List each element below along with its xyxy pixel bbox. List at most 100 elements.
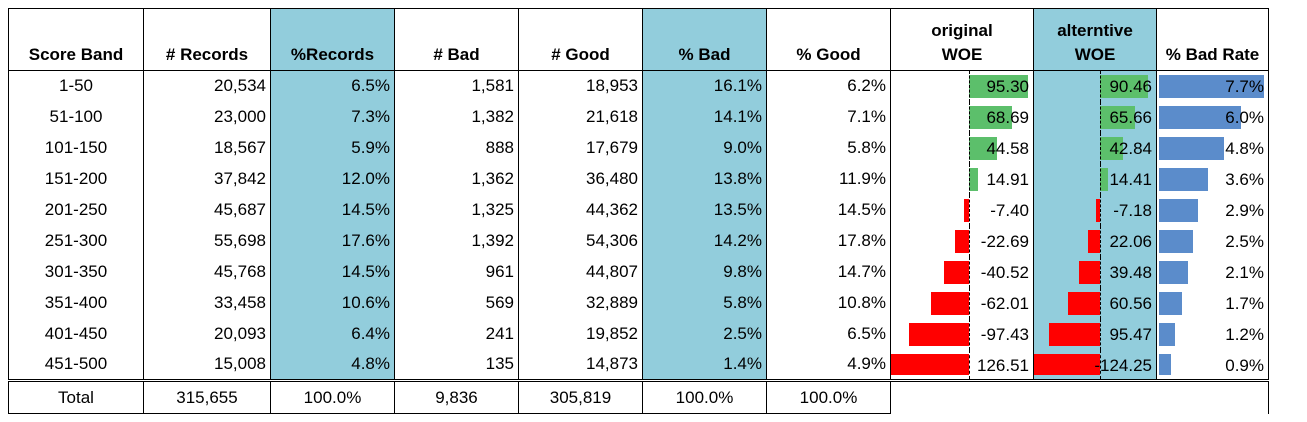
cell-bad-rate: 4.8% — [1156, 132, 1269, 164]
cell-bad: 1,382 — [394, 101, 519, 133]
cell-records: 20,093 — [143, 318, 271, 350]
cell-good: 44,807 — [518, 256, 643, 288]
cell-woe-alternative: -7.18 — [1033, 194, 1157, 226]
bad-rate-bar — [1159, 75, 1264, 98]
header-original-label: original — [931, 21, 993, 40]
cell-bad: 961 — [394, 256, 519, 288]
woe-alternative-bar — [1034, 353, 1100, 375]
cell-score-band: 251-300 — [8, 225, 144, 257]
cell-woe-alternative: 14.41 — [1033, 163, 1157, 195]
bad-rate-value: 3.6% — [1225, 169, 1264, 189]
header-bad-rate: % Bad Rate — [1156, 8, 1269, 71]
woe-alternative-value: 95.47 — [1109, 324, 1152, 344]
header-original-woe: original WOE — [890, 8, 1034, 71]
bad-rate-value: 6.0% — [1225, 107, 1264, 127]
table-row: 251-300 55,698 17.6% 1,392 54,306 14.2% 17.8% -… — [8, 225, 1269, 257]
cell-pct-bad: 16.1% — [642, 70, 767, 102]
cell-records: 55,698 — [143, 225, 271, 257]
woe-alternative-value: 65.66 — [1109, 107, 1152, 127]
woe-original-axis — [969, 163, 970, 195]
cell-good: 21,618 — [518, 101, 643, 133]
total-empty-alternative — [1033, 379, 1157, 414]
woe-original-axis — [969, 71, 970, 102]
total-pct-bad: 100.0% — [642, 379, 767, 414]
woe-original-bar — [969, 75, 1029, 98]
header-pct-records: %Records — [270, 8, 395, 71]
header-records: # Records — [143, 8, 271, 71]
header-pct-bad: % Bad — [642, 8, 767, 71]
bad-rate-value: 2.5% — [1225, 231, 1264, 251]
woe-alternative-bar — [1100, 167, 1108, 191]
cell-pct-records: 14.5% — [270, 194, 395, 226]
cell-bad: 1,581 — [394, 70, 519, 102]
total-pct-records: 100.0% — [270, 379, 395, 414]
cell-bad-rate: 0.9% — [1156, 349, 1269, 381]
woe-original-value: -7.40 — [990, 200, 1029, 220]
cell-pct-good: 6.5% — [766, 318, 891, 350]
cell-pct-records: 17.6% — [270, 225, 395, 257]
total-pct-good: 100.0% — [766, 379, 891, 414]
woe-original-axis — [969, 225, 970, 257]
woe-original-axis — [969, 194, 970, 226]
cell-records: 45,768 — [143, 256, 271, 288]
cell-good: 14,873 — [518, 349, 643, 381]
woe-original-axis — [969, 132, 970, 164]
woe-alternative-bar — [1088, 229, 1100, 253]
cell-good: 44,362 — [518, 194, 643, 226]
cell-woe-alternative: 60.56 — [1033, 287, 1157, 319]
cell-woe-original: -40.52 — [890, 256, 1034, 288]
woe-alternative-axis — [1100, 132, 1101, 164]
woe-original-bar — [969, 105, 1012, 129]
cell-pct-good: 4.9% — [766, 349, 891, 381]
cell-bad: 888 — [394, 132, 519, 164]
woe-original-axis — [969, 101, 970, 133]
woe-alternative-axis — [1100, 349, 1101, 379]
woe-original-bar — [969, 167, 979, 191]
cell-woe-alternative: 39.48 — [1033, 256, 1157, 288]
cell-pct-good: 6.2% — [766, 70, 891, 102]
cell-pct-bad: 2.5% — [642, 318, 767, 350]
cell-woe-original: -97.43 — [890, 318, 1034, 350]
woe-alternative-value: 42.84 — [1109, 138, 1152, 158]
cell-pct-bad: 14.1% — [642, 101, 767, 133]
cell-pct-records: 10.6% — [270, 287, 395, 319]
total-row: Total 315,655 100.0% 9,836 305,819 100.0… — [8, 379, 1269, 414]
cell-good: 32,889 — [518, 287, 643, 319]
cell-score-band: 101-150 — [8, 132, 144, 164]
bad-rate-value: 0.9% — [1225, 355, 1264, 375]
cell-bad: 1,325 — [394, 194, 519, 226]
cell-pct-records: 7.3% — [270, 101, 395, 133]
woe-original-value: 44.58 — [986, 138, 1029, 158]
cell-score-band: 151-200 — [8, 163, 144, 195]
woe-alternative-value: 60.56 — [1109, 293, 1152, 313]
table-row: 451-500 15,008 4.8% 135 14,873 1.4% 4.9% 126.51… — [8, 349, 1269, 381]
cell-pct-bad: 14.2% — [642, 225, 767, 257]
woe-original-bar — [943, 260, 969, 284]
woe-alternative-axis — [1100, 287, 1101, 319]
cell-records: 23,000 — [143, 101, 271, 133]
bad-rate-bar — [1159, 291, 1183, 315]
woe-alternative-value: -7.18 — [1113, 200, 1152, 220]
cell-pct-bad: 5.8% — [642, 287, 767, 319]
cell-bad: 241 — [394, 318, 519, 350]
woe-original-axis — [969, 349, 970, 379]
bad-rate-bar — [1159, 260, 1188, 284]
cell-pct-good: 17.8% — [766, 225, 891, 257]
cell-woe-original: 68.69 — [890, 101, 1034, 133]
woe-alternative-bar — [1100, 75, 1148, 98]
table-row: 1-50 20,534 6.5% 1,581 18,953 16.1% 6.2% 95.30 9… — [8, 70, 1269, 102]
table-row: 301-350 45,768 14.5% 961 44,807 9.8% 14.7% -40.… — [8, 256, 1269, 288]
bad-rate-bar — [1159, 322, 1176, 346]
total-label: Total — [8, 379, 144, 414]
cell-bad-rate: 2.9% — [1156, 194, 1269, 226]
cell-woe-alternative: 65.66 — [1033, 101, 1157, 133]
header-bad: # Bad — [394, 8, 519, 71]
table-row: 351-400 33,458 10.6% 569 32,889 5.8% 10.8% -62.… — [8, 287, 1269, 319]
cell-good: 54,306 — [518, 225, 643, 257]
cell-woe-original: -62.01 — [890, 287, 1034, 319]
cell-pct-good: 10.8% — [766, 287, 891, 319]
header-pct-good: % Good — [766, 8, 891, 71]
header-alternative-woe-label: WOE — [1074, 45, 1116, 64]
cell-bad-rate: 2.1% — [1156, 256, 1269, 288]
woe-original-value: 95.30 — [986, 77, 1029, 96]
